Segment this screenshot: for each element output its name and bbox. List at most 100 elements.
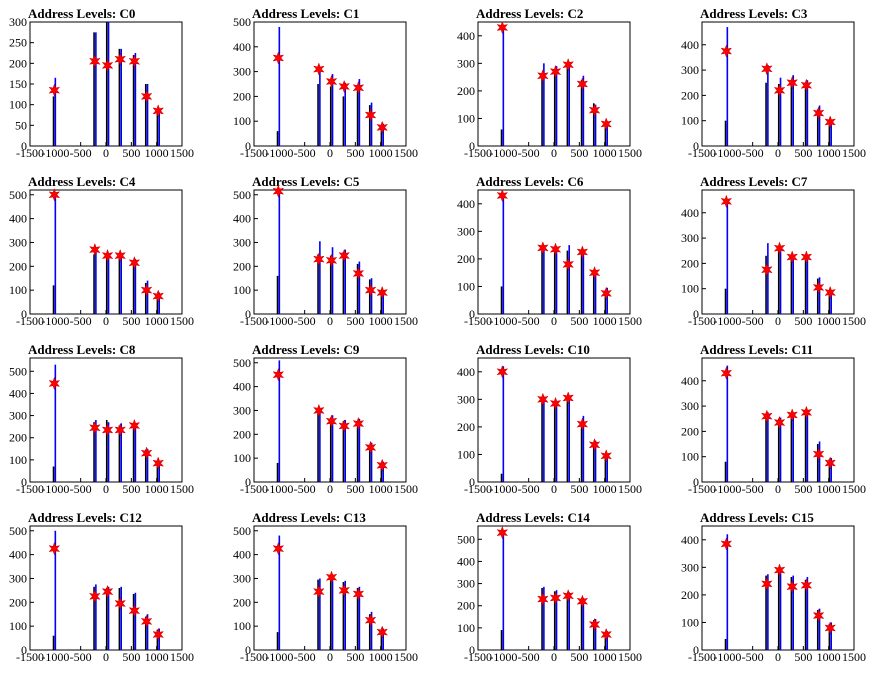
x-tick-label: 1500	[618, 650, 642, 664]
bar-blue	[358, 79, 361, 146]
y-tick-label: 0	[245, 643, 251, 657]
bar-blue	[502, 366, 505, 482]
peak-marker	[325, 74, 338, 89]
y-tick-label: 300	[457, 392, 475, 406]
peak-marker	[537, 241, 549, 255]
x-tick-label: -1500	[688, 314, 716, 328]
peak-marker	[496, 525, 509, 540]
bar-black	[356, 88, 359, 146]
bar-black	[105, 256, 108, 314]
peak-marker	[786, 250, 799, 264]
x-tick-label: 0	[103, 482, 109, 496]
y-tick-label: 100	[233, 451, 251, 465]
x-tick-label: -500	[742, 650, 764, 664]
peak-marker	[128, 603, 141, 618]
peak-marker	[720, 194, 733, 209]
bar-blue	[344, 580, 346, 650]
bar-black	[790, 413, 793, 482]
bar-blue	[331, 74, 334, 146]
y-tick-label: 400	[233, 40, 251, 54]
peak-marker	[101, 584, 114, 599]
bar-blue	[779, 77, 782, 146]
bar-black	[276, 131, 279, 146]
bar-black	[604, 290, 607, 314]
peak-marker	[761, 262, 773, 277]
peak-marker	[562, 588, 575, 603]
peak-marker	[812, 447, 825, 461]
bar-blue	[158, 292, 160, 314]
y-tick-label: 400	[681, 38, 699, 52]
x-tick-label: -1500	[688, 650, 716, 664]
bar-black	[500, 630, 503, 650]
x-tick-label: -1000	[265, 314, 293, 328]
bar-black	[604, 455, 607, 482]
bar-blue	[594, 619, 597, 650]
bar-black	[132, 261, 135, 314]
peak-marker	[89, 589, 101, 604]
y-tick-label: 0	[21, 307, 27, 321]
x-tick-label: 1500	[842, 146, 866, 160]
x-tick-label: -1000	[41, 482, 69, 496]
y-tick-label: 500	[9, 524, 27, 538]
y-tick-label: 100	[681, 114, 699, 128]
peak-marker	[761, 577, 773, 591]
x-tick-label: -500	[294, 146, 316, 160]
peak-marker	[562, 391, 575, 405]
bar-blue	[95, 32, 97, 146]
peak-marker	[786, 408, 799, 422]
bar-black	[580, 250, 583, 314]
peak-marker	[364, 613, 377, 627]
chart-panel: Address Levels: C7 0 100 200 300 400 -1500-100…	[681, 174, 866, 328]
x-tick-label: 1000	[369, 482, 393, 496]
bar-black	[500, 286, 503, 314]
x-tick-label: -1500	[464, 146, 492, 160]
bar-blue	[568, 61, 570, 146]
x-tick-label: -1000	[489, 482, 517, 496]
chart-panel: Address Levels: C80100200300400500-1500-…	[9, 342, 194, 496]
chart-title: Address Levels: C1	[252, 6, 359, 21]
peak-marker	[549, 242, 562, 257]
x-tick-label: -500	[518, 314, 540, 328]
bar-blue	[594, 440, 597, 482]
peak-marker	[786, 579, 799, 594]
y-tick-label: 100	[233, 114, 251, 128]
x-tick-label: -1500	[240, 314, 268, 328]
bar-black	[816, 610, 819, 650]
x-tick-label: -1000	[713, 146, 741, 160]
y-tick-label: 0	[469, 643, 475, 657]
bar-blue	[107, 254, 110, 314]
y-tick-label: 200	[233, 259, 251, 273]
x-tick-label: 0	[551, 482, 557, 496]
bar-black	[356, 263, 359, 314]
bar-black	[52, 635, 55, 650]
x-tick-label: -500	[70, 146, 92, 160]
bar-blue	[818, 277, 821, 314]
y-tick-label: 100	[457, 447, 475, 461]
x-tick-label: 500	[794, 146, 812, 160]
x-tick-label: 1500	[394, 482, 418, 496]
bar-black	[93, 32, 95, 146]
y-tick-label: 100	[681, 450, 699, 464]
y-tick-label: 300	[681, 231, 699, 245]
chart-title: Address Levels: C4	[28, 174, 136, 189]
bar-black	[317, 254, 319, 314]
x-tick-label: -1000	[265, 650, 293, 664]
y-tick-label: 100	[681, 615, 699, 629]
bar-black	[380, 629, 383, 650]
y-tick-label: 400	[9, 548, 27, 562]
bar-black	[566, 399, 569, 482]
x-tick-label: 1000	[369, 146, 393, 160]
bar-black	[329, 578, 332, 650]
bar-black	[804, 579, 807, 650]
chart-title: Address Levels: C8	[28, 342, 136, 357]
y-tick-label: 100	[457, 621, 475, 635]
x-tick-label: 0	[775, 482, 781, 496]
x-tick-label: 500	[570, 146, 588, 160]
bar-blue	[344, 249, 346, 314]
bar-blue	[107, 422, 110, 482]
bar-black	[317, 410, 319, 482]
y-tick-label: 200	[9, 56, 27, 70]
bar-black	[604, 122, 607, 146]
bar-blue	[331, 415, 334, 482]
y-tick-label: 500	[233, 188, 251, 202]
